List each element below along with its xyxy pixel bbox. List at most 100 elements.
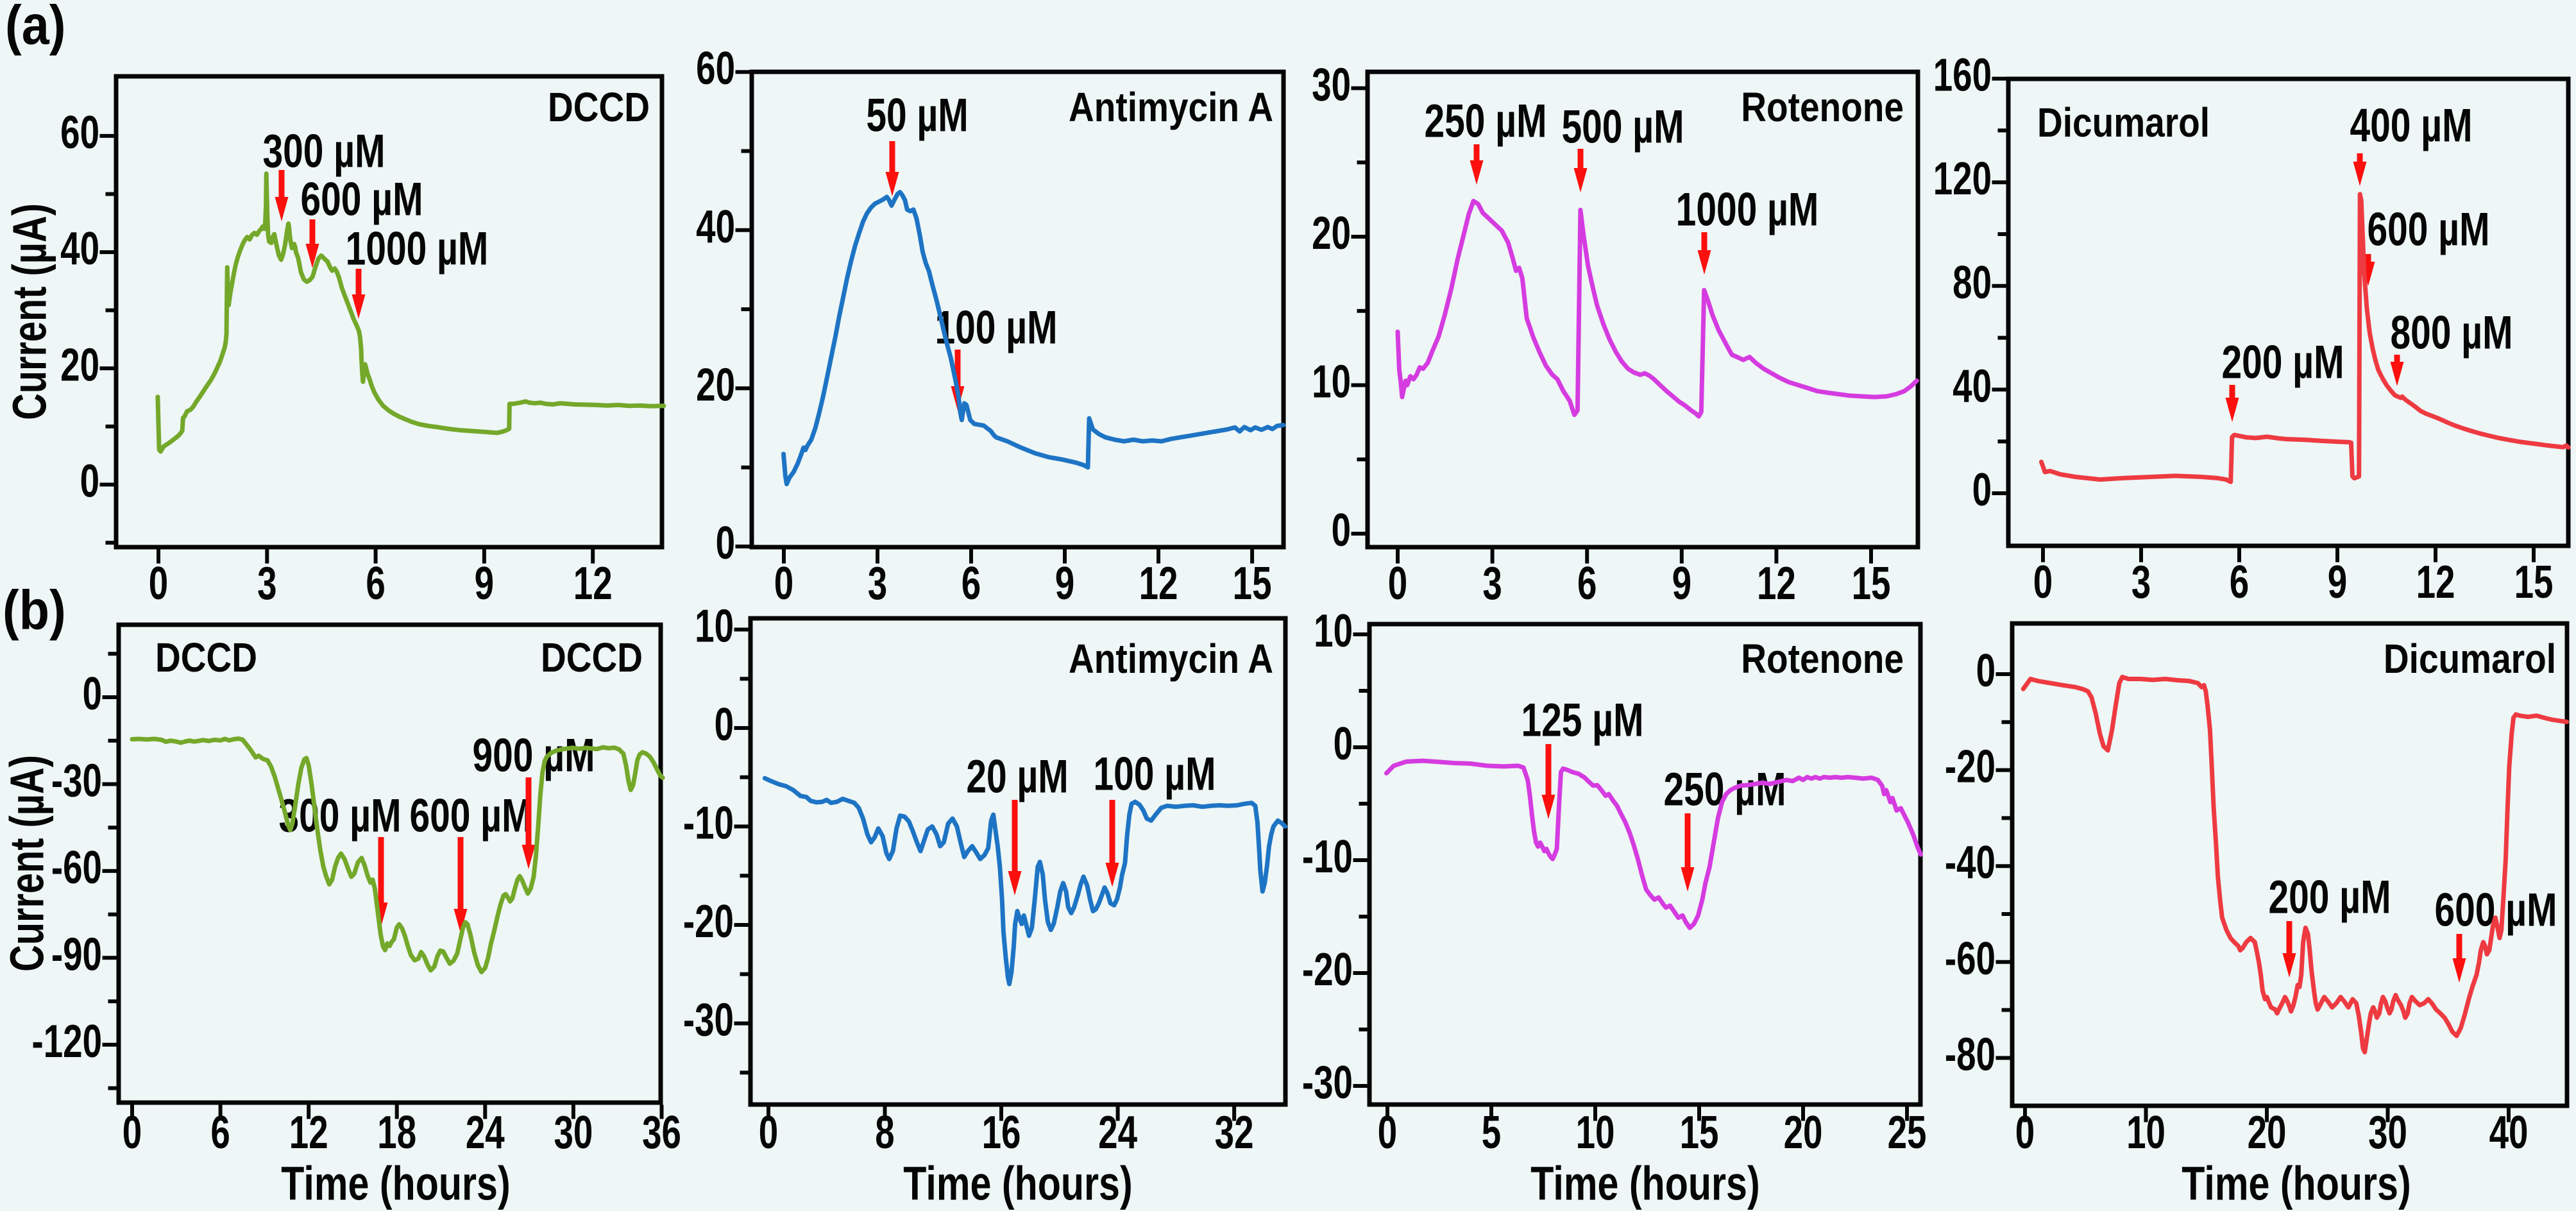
- svg-text:Time (hours): Time (hours): [903, 1157, 1132, 1210]
- svg-text:(a): (a): [5, 0, 66, 56]
- svg-text:-10: -10: [683, 797, 734, 849]
- svg-text:10: 10: [1314, 605, 1353, 657]
- svg-text:0: 0: [149, 557, 168, 609]
- svg-text:15: 15: [2514, 556, 2554, 608]
- svg-text:12: 12: [573, 557, 613, 609]
- svg-text:900 µM: 900 µM: [472, 729, 595, 781]
- svg-text:DCCD: DCCD: [541, 634, 643, 681]
- svg-text:500 µM: 500 µM: [1561, 100, 1684, 152]
- svg-text:36: 36: [642, 1106, 681, 1158]
- svg-text:40: 40: [696, 201, 735, 253]
- svg-text:40: 40: [60, 223, 99, 275]
- svg-text:-120: -120: [31, 1015, 102, 1067]
- svg-text:0: 0: [715, 699, 734, 750]
- svg-text:600 µM: 600 µM: [409, 789, 532, 841]
- svg-text:0: 0: [1976, 645, 1996, 697]
- svg-text:10: 10: [1312, 355, 1351, 407]
- svg-text:20: 20: [696, 359, 735, 411]
- svg-text:9: 9: [475, 557, 494, 609]
- svg-text:200 µM: 200 µM: [2268, 870, 2391, 922]
- svg-text:6: 6: [1577, 557, 1597, 609]
- svg-text:0: 0: [1388, 557, 1407, 609]
- svg-text:12: 12: [2416, 556, 2455, 608]
- svg-text:9: 9: [1672, 557, 1691, 609]
- svg-text:-20: -20: [683, 895, 734, 947]
- svg-text:20: 20: [60, 339, 99, 391]
- svg-text:60: 60: [60, 106, 99, 158]
- svg-text:80: 80: [1953, 257, 1992, 309]
- svg-text:-20: -20: [1302, 944, 1353, 995]
- svg-text:-10: -10: [1302, 831, 1353, 883]
- svg-text:Time (hours): Time (hours): [281, 1157, 510, 1210]
- svg-text:Time (hours): Time (hours): [2182, 1157, 2411, 1210]
- svg-text:-60: -60: [51, 842, 102, 893]
- svg-text:1000 µM: 1000 µM: [1676, 183, 1819, 235]
- svg-text:24: 24: [466, 1106, 505, 1158]
- svg-text:0: 0: [1972, 464, 1992, 516]
- svg-text:6: 6: [210, 1106, 230, 1158]
- svg-text:24: 24: [1098, 1106, 1137, 1158]
- svg-text:10: 10: [695, 600, 734, 652]
- svg-text:0: 0: [759, 1106, 778, 1158]
- svg-text:9: 9: [1055, 557, 1074, 609]
- svg-text:15: 15: [1233, 557, 1272, 609]
- svg-text:Current (µA): Current (µA): [4, 203, 57, 420]
- svg-text:16: 16: [982, 1106, 1021, 1158]
- svg-text:0: 0: [1378, 1106, 1397, 1158]
- svg-text:3: 3: [868, 557, 887, 609]
- svg-text:40: 40: [1953, 360, 1992, 412]
- svg-text:Current (µA): Current (µA): [1, 755, 55, 972]
- svg-text:120: 120: [1933, 153, 1992, 205]
- svg-text:15: 15: [1680, 1106, 1719, 1158]
- svg-text:DCCD: DCCD: [155, 634, 257, 681]
- svg-text:12: 12: [1139, 557, 1178, 609]
- svg-text:Dicumarol: Dicumarol: [2384, 636, 2556, 682]
- svg-text:-80: -80: [1945, 1028, 1996, 1080]
- svg-text:40: 40: [2489, 1106, 2529, 1158]
- svg-text:0: 0: [774, 557, 793, 609]
- svg-text:9: 9: [2328, 556, 2347, 608]
- svg-text:0: 0: [80, 455, 99, 507]
- svg-text:-30: -30: [1302, 1056, 1353, 1108]
- svg-text:DCCD: DCCD: [548, 84, 650, 130]
- svg-text:Rotenone: Rotenone: [1741, 636, 1904, 682]
- svg-text:0: 0: [1332, 504, 1351, 556]
- svg-text:-20: -20: [1945, 740, 1996, 792]
- svg-text:Antimycin A: Antimycin A: [1069, 84, 1273, 130]
- svg-text:20: 20: [1312, 207, 1351, 259]
- svg-text:400 µM: 400 µM: [2350, 99, 2472, 151]
- svg-text:20: 20: [2248, 1106, 2287, 1158]
- svg-text:-90: -90: [51, 928, 102, 980]
- svg-text:6: 6: [2230, 556, 2249, 608]
- svg-text:(b): (b): [3, 580, 66, 641]
- svg-text:100 µM: 100 µM: [935, 301, 1057, 353]
- svg-text:10: 10: [2126, 1106, 2165, 1158]
- svg-text:3: 3: [2131, 556, 2151, 608]
- svg-text:60: 60: [696, 42, 735, 94]
- svg-text:600 µM: 600 µM: [300, 173, 423, 224]
- svg-text:18: 18: [377, 1106, 416, 1158]
- svg-text:-40: -40: [1945, 836, 1996, 888]
- svg-text:0: 0: [1334, 718, 1353, 770]
- svg-text:20: 20: [1784, 1106, 1823, 1158]
- svg-text:30: 30: [554, 1106, 593, 1158]
- svg-text:12: 12: [289, 1106, 328, 1158]
- svg-text:100 µM: 100 µM: [1093, 747, 1216, 799]
- svg-text:25: 25: [1888, 1106, 1927, 1158]
- svg-text:0: 0: [123, 1106, 142, 1158]
- svg-text:600 µM: 600 µM: [2367, 203, 2489, 255]
- svg-text:Time (hours): Time (hours): [1530, 1157, 1759, 1210]
- svg-text:15: 15: [1852, 557, 1891, 609]
- svg-text:300 µM: 300 µM: [278, 789, 401, 841]
- svg-text:6: 6: [962, 557, 981, 609]
- svg-text:0: 0: [83, 668, 102, 720]
- svg-text:Rotenone: Rotenone: [1741, 84, 1904, 130]
- svg-text:50 µM: 50 µM: [866, 89, 968, 140]
- svg-text:3: 3: [1482, 557, 1502, 609]
- svg-text:6: 6: [366, 557, 385, 609]
- svg-text:12: 12: [1757, 557, 1796, 609]
- svg-text:Dicumarol: Dicumarol: [2037, 99, 2210, 146]
- svg-text:10: 10: [1576, 1106, 1615, 1158]
- svg-text:125 µM: 125 µM: [1521, 693, 1643, 745]
- svg-text:5: 5: [1482, 1106, 1501, 1158]
